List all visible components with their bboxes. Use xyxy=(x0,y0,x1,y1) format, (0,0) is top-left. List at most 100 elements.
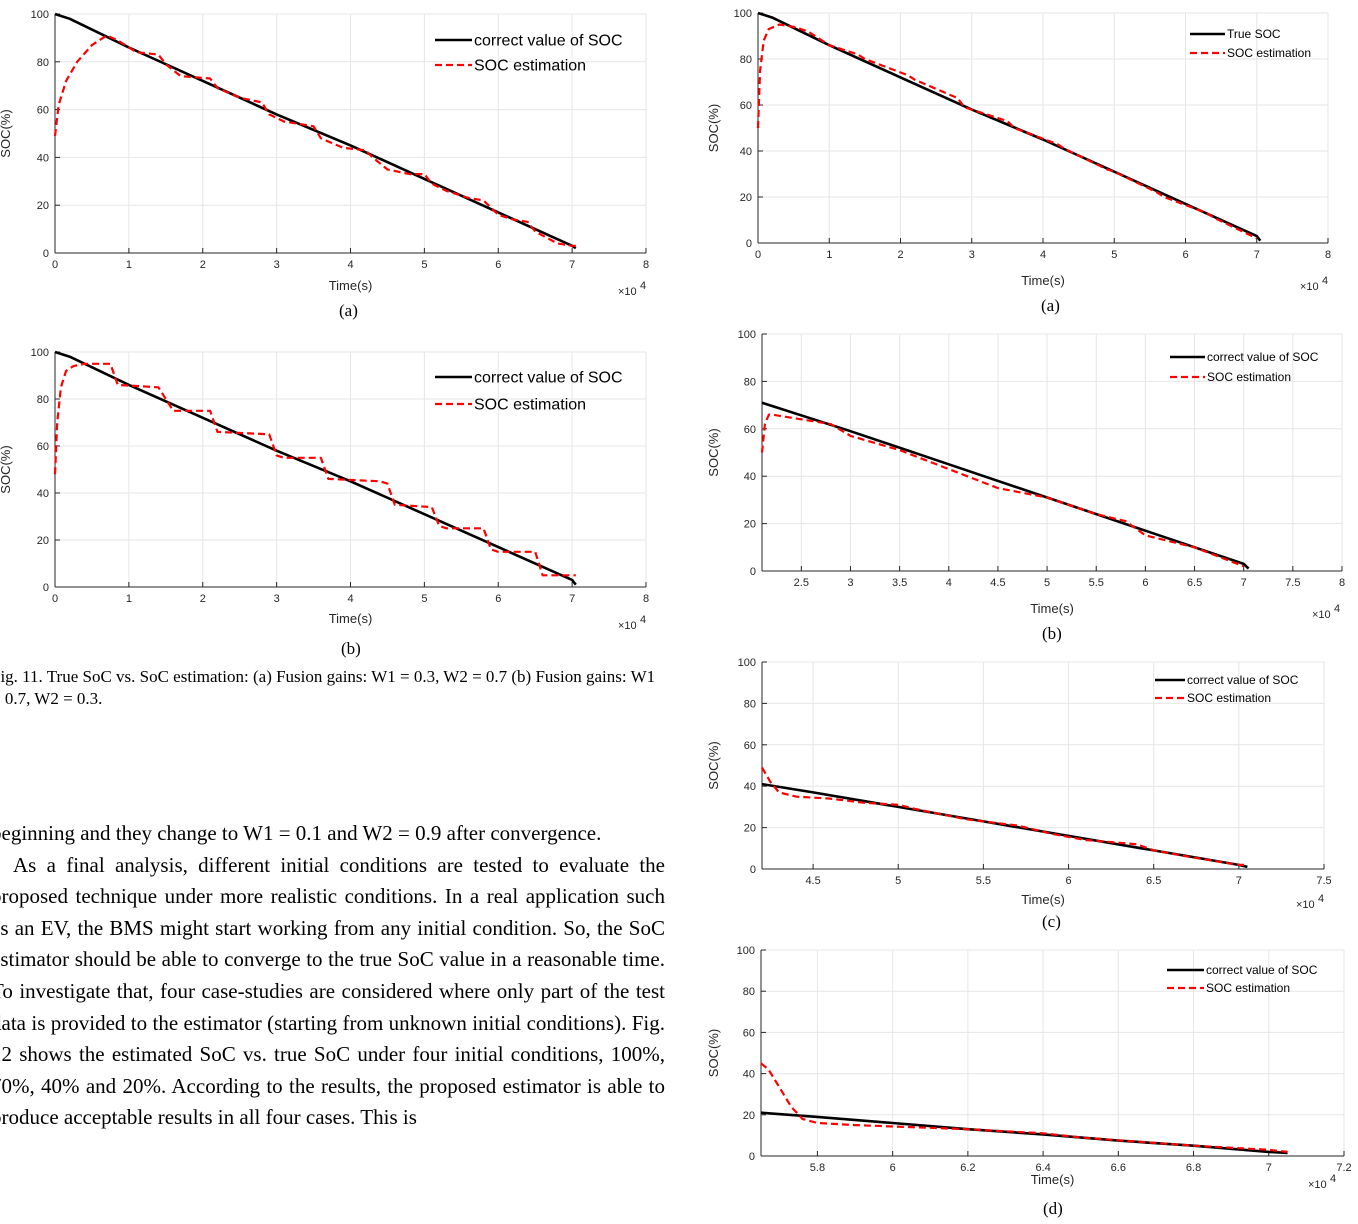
x-tick-label: 4 xyxy=(347,259,353,271)
x-tick-label: 8 xyxy=(643,593,649,605)
x-tick-label: 1 xyxy=(126,593,132,605)
x-axis-label: Time(s) xyxy=(1030,601,1074,616)
x-axis-label: Time(s) xyxy=(1021,273,1065,288)
y-tick-label: 60 xyxy=(37,441,49,453)
series-line-estimate xyxy=(53,362,576,577)
y-axis-label: SOC(%) xyxy=(0,445,13,493)
x-axis-label: Time(s) xyxy=(1021,892,1065,907)
y-tick-label: 80 xyxy=(744,698,756,710)
legend-label: SOC estimation xyxy=(474,397,586,414)
series-line-estimate xyxy=(756,23,1258,240)
x-tick-label: 7.5 xyxy=(1316,875,1331,887)
series-line-estimate xyxy=(53,34,576,247)
x-exponent-label: ×10 xyxy=(1300,281,1319,293)
series-line-reference xyxy=(54,350,577,586)
legend-label: SOC estimation xyxy=(474,58,586,75)
y-tick-label: 20 xyxy=(37,535,49,547)
y-tick-label: 60 xyxy=(743,1027,755,1039)
series-line-estimate xyxy=(760,1062,1288,1153)
y-tick-label: 20 xyxy=(744,823,756,835)
x-tick-label: 5.5 xyxy=(1089,577,1104,589)
legend-label: correct value of SOC xyxy=(1207,350,1319,364)
y-tick-label: 100 xyxy=(738,657,756,669)
x-exponent-label: ×10 xyxy=(1308,1179,1327,1191)
x-tick-label: 2.5 xyxy=(794,577,809,589)
fig12d-chart: 5.8 6 6.2 6.4 6.6 6.8 7 7.2 0 20 40 60 80 100 Time(s) S… xyxy=(700,938,1358,1198)
y-tick-label: 80 xyxy=(37,394,49,406)
y-axis-label: SOC(%) xyxy=(0,109,13,157)
y-tick-label: 0 xyxy=(749,1151,755,1163)
y-tick-label: 20 xyxy=(37,200,49,212)
x-tick-label: 8 xyxy=(1339,577,1345,589)
x-tick-label: 3 xyxy=(969,249,975,261)
fig12c-svg: 4.5 5 5.5 6 6.5 7 7.5 0 20 40 60 80 100 Time(s) SOC(%)… xyxy=(706,657,1332,911)
x-tick-label: 5 xyxy=(1111,249,1117,261)
legend-label: correct value of SOC xyxy=(474,370,623,387)
y-axis-label: SOC(%) xyxy=(706,104,721,152)
x-tick-label: 7.2 xyxy=(1336,1162,1351,1174)
y-tick-label: 60 xyxy=(37,105,49,117)
y-tick-label: 80 xyxy=(740,54,752,66)
y-tick-label: 20 xyxy=(740,192,752,204)
y-tick-label: 60 xyxy=(740,100,752,112)
legend-label: SOC estimation xyxy=(1227,46,1311,60)
x-axis-label: Time(s) xyxy=(329,278,373,293)
y-tick-label: 40 xyxy=(37,488,49,500)
x-tick-label: 4.5 xyxy=(990,577,1005,589)
x-tick-label: 3 xyxy=(274,259,280,271)
x-tick-label: 7 xyxy=(1241,577,1247,589)
x-tick-label: 5 xyxy=(895,875,901,887)
body-text: beginning and they change to W1 = 0.1 an… xyxy=(0,818,665,1134)
x-tick-label: 2 xyxy=(897,249,903,261)
legend-label: correct value of SOC xyxy=(1187,673,1299,687)
y-tick-label: 20 xyxy=(744,519,756,531)
x-tick-label: 6.5 xyxy=(1187,577,1202,589)
x-tick-label: 4 xyxy=(347,593,353,605)
y-axis-label: SOC(%) xyxy=(706,428,721,476)
fig11-caption: Fig. 11. True SoC vs. SoC estimation: (a… xyxy=(0,667,656,708)
x-tick-label: 3 xyxy=(847,577,853,589)
x-tick-label: 4 xyxy=(946,577,952,589)
x-tick-label: 7 xyxy=(569,259,575,271)
x-axis-label: Time(s) xyxy=(329,611,373,626)
legend-label: correct value of SOC xyxy=(1206,963,1318,977)
fig11a-sublabel: (a) xyxy=(339,301,358,320)
x-tick-label: 2 xyxy=(200,259,206,271)
x-tick-label: 1 xyxy=(126,259,132,271)
x-tick-label: 3 xyxy=(274,593,280,605)
y-tick-label: 80 xyxy=(743,986,755,998)
legend-label: SOC estimation xyxy=(1207,370,1291,384)
legend-label: SOC estimation xyxy=(1206,981,1290,995)
x-exponent-power: 4 xyxy=(1322,275,1328,287)
y-axis-label: SOC(%) xyxy=(706,1029,721,1077)
y-tick-label: 40 xyxy=(740,146,752,158)
x-tick-label: 0 xyxy=(52,593,58,605)
y-tick-label: 100 xyxy=(31,347,49,359)
series-line-estimate xyxy=(761,767,1248,866)
x-tick-label: 6 xyxy=(890,1162,896,1174)
x-exponent-power: 4 xyxy=(1318,893,1324,905)
x-tick-label: 7.5 xyxy=(1285,577,1300,589)
legend-label: True SOC xyxy=(1227,27,1281,41)
x-tick-label: 6.4 xyxy=(1035,1162,1050,1174)
x-exponent-power: 4 xyxy=(1334,603,1340,615)
y-tick-label: 0 xyxy=(43,582,49,594)
series-line-reference xyxy=(54,12,577,250)
fig12c-chart: 4.5 5 5.5 6 6.5 7 7.5 0 20 40 60 80 100 Time(s) SOC(%)… xyxy=(700,650,1358,911)
x-tick-label: 4 xyxy=(1040,249,1046,261)
y-tick-label: 0 xyxy=(746,238,752,250)
series-line-estimate xyxy=(760,413,1245,568)
y-tick-label: 40 xyxy=(744,471,756,483)
y-tick-label: 0 xyxy=(750,566,756,578)
paragraph-2: As a final analysis, different initial c… xyxy=(0,852,665,1130)
x-tick-label: 7 xyxy=(1254,249,1260,261)
y-tick-label: 20 xyxy=(743,1110,755,1122)
x-tick-label: 2 xyxy=(200,593,206,605)
y-tick-label: 40 xyxy=(37,152,49,164)
y-tick-label: 0 xyxy=(43,248,49,260)
fig12d-svg: 5.8 6 6.2 6.4 6.6 6.8 7 7.2 0 20 40 60 80 100 Time(s) S… xyxy=(706,945,1352,1191)
x-tick-label: 7 xyxy=(569,593,575,605)
y-tick-label: 100 xyxy=(737,945,755,957)
